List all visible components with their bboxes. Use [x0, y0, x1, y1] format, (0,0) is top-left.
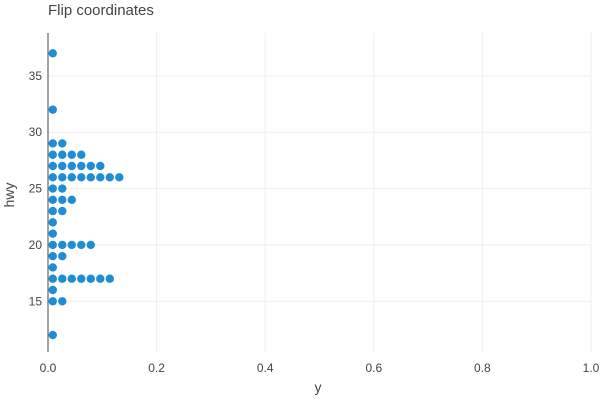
x-tick-label: 0.6 [365, 361, 382, 375]
y-tick-label: 30 [29, 125, 43, 139]
chart-title: Flip coordinates [48, 2, 154, 19]
data-point [48, 285, 57, 295]
data-point [86, 161, 95, 171]
data-point [77, 173, 86, 182]
data-point [58, 173, 67, 182]
data-point [48, 263, 57, 272]
x-tick-label: 0.2 [148, 361, 165, 375]
grid-layer [48, 33, 592, 352]
data-point [48, 240, 57, 250]
y-axis-label: hwy [1, 183, 17, 208]
data-point [86, 274, 95, 283]
data-point [48, 218, 57, 227]
data-point [48, 173, 57, 182]
data-point [48, 184, 57, 193]
data-point [96, 161, 105, 171]
x-tick-label: 0.4 [257, 361, 274, 375]
data-point [67, 161, 76, 171]
data-point [48, 150, 57, 159]
data-point [67, 240, 76, 250]
data-point [58, 195, 67, 205]
data-point [105, 274, 114, 283]
data-point [48, 195, 57, 205]
data-point [96, 274, 105, 283]
data-point [58, 251, 67, 261]
data-point [58, 161, 67, 171]
data-point [58, 274, 67, 283]
data-point [48, 206, 57, 216]
data-point [48, 229, 57, 238]
y-tick-label: 20 [29, 238, 43, 252]
data-point [58, 240, 67, 250]
data-point [86, 240, 95, 250]
data-point [58, 184, 67, 193]
data-point [77, 274, 86, 283]
data-point [67, 195, 76, 205]
x-axis-label: y [315, 379, 322, 395]
tick-layer: 0.0 0.2 0.4 0.6 0.8 1.0 15 20 25 30 35 [29, 69, 600, 375]
y-tick-label: 25 [29, 182, 43, 196]
data-point [48, 330, 57, 340]
data-point [48, 139, 57, 148]
dot-layer [48, 49, 124, 340]
data-point [58, 206, 67, 216]
data-point [48, 297, 57, 306]
x-tick-label: 0.8 [474, 361, 491, 375]
data-point [58, 150, 67, 159]
data-point [67, 173, 76, 182]
data-point [48, 251, 57, 261]
data-point [115, 173, 124, 182]
data-point [86, 173, 95, 182]
data-point [48, 49, 57, 58]
data-point [58, 297, 67, 306]
x-tick-label: 1.0 [583, 361, 600, 375]
data-point [105, 173, 114, 182]
data-point [58, 139, 67, 148]
data-point [48, 274, 57, 283]
data-point [77, 240, 86, 250]
y-tick-label: 15 [29, 294, 43, 308]
y-tick-label: 35 [29, 69, 43, 83]
data-point [48, 105, 57, 114]
data-point [67, 150, 76, 159]
data-point [48, 161, 57, 171]
x-tick-label: 0.0 [40, 361, 57, 375]
data-point [77, 161, 86, 171]
data-point [77, 150, 86, 159]
data-point [96, 173, 105, 182]
data-point [67, 274, 76, 283]
